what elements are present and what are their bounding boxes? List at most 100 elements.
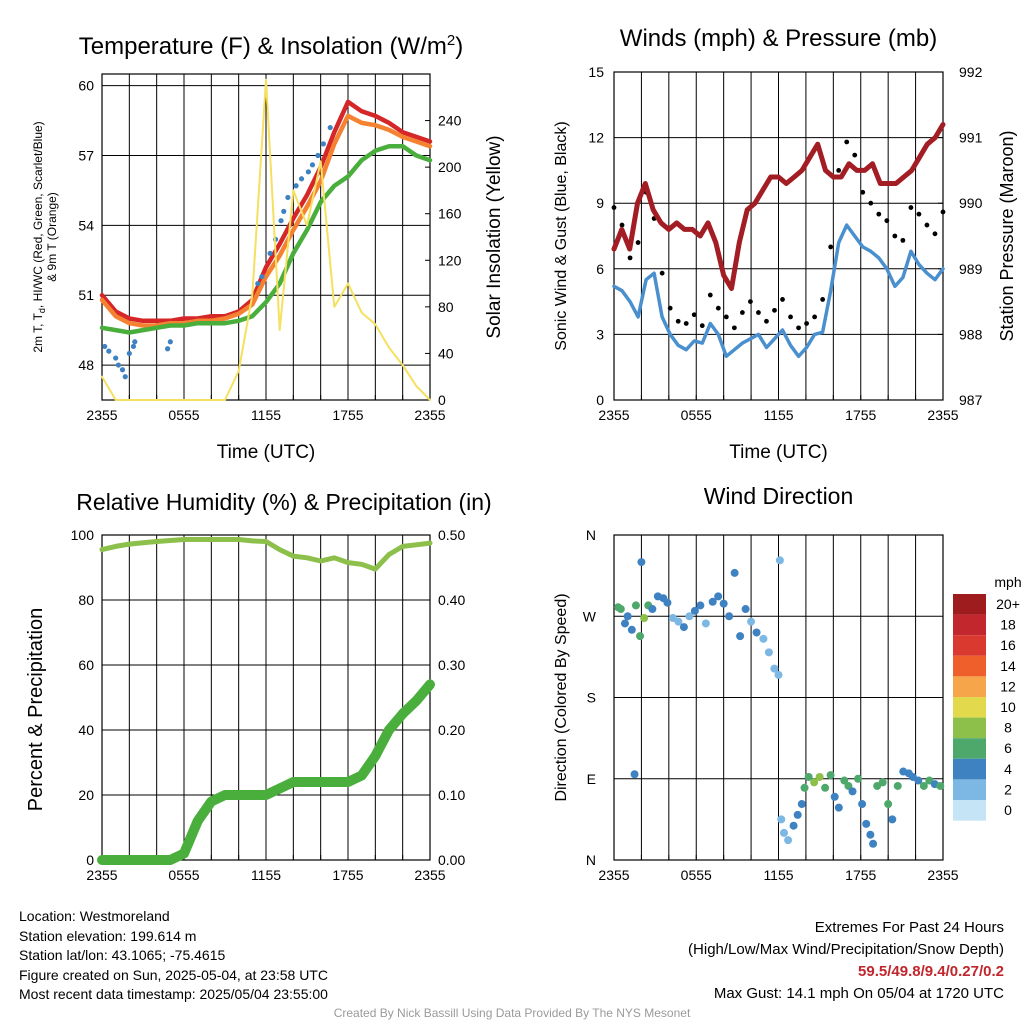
legend-label: 12 xyxy=(1000,678,1016,694)
legend-swatch xyxy=(953,635,986,656)
direction-point xyxy=(770,664,779,673)
y-left-tick-label: 20 xyxy=(78,787,94,803)
hiwc-point xyxy=(126,350,132,357)
direction-point xyxy=(862,819,871,828)
max-gust-text: Max Gust: 14.1 mph On 05/04 at 1720 UTC xyxy=(713,985,1004,1002)
legend-label: 0 xyxy=(1004,802,1012,818)
label-line: & 9m T (Orange) xyxy=(45,192,59,282)
chart-title: Relative Humidity (%) & Precipitation (i… xyxy=(76,489,491,515)
chart-title: Temperature (F) & Insolation (W/m2) xyxy=(79,32,463,60)
y-right-tick-label: 988 xyxy=(959,326,983,342)
hiwc-point xyxy=(122,374,128,380)
gust-point xyxy=(675,318,681,324)
legend-label: 6 xyxy=(1004,740,1012,756)
direction-point xyxy=(674,617,683,626)
y-left-tick-label: 6 xyxy=(596,261,604,277)
y-left-tick-label: 57 xyxy=(78,148,94,164)
title-superscript: 2 xyxy=(447,32,455,49)
gust-point xyxy=(756,310,761,315)
hiwc-point xyxy=(281,208,287,214)
y-right-tick-label: 40 xyxy=(438,345,454,361)
gust-point xyxy=(868,200,874,206)
temperature-panel: 48 51 54 57 60 0 40 80 120 160 200 240 2355 0555 1155 1… xyxy=(31,32,505,463)
direction-point xyxy=(679,623,688,632)
y-left-tick-label: 60 xyxy=(78,78,94,94)
created-text: Figure created on Sun, 2025-05-04, at 23… xyxy=(19,966,328,983)
direction-point xyxy=(869,839,878,848)
x-tick-label: 1155 xyxy=(251,407,281,423)
y-right-tick-label: 80 xyxy=(438,299,454,315)
credit-text: Created By Nick Bassill Using Data Provi… xyxy=(333,1006,691,1020)
x-tick-label: 2355 xyxy=(86,867,117,883)
direction-point xyxy=(616,605,625,614)
legend-label: 10 xyxy=(1000,699,1016,715)
hiwc-point xyxy=(293,183,299,189)
direction-point xyxy=(919,781,928,790)
gust-point xyxy=(828,244,834,250)
gust-point xyxy=(715,305,721,311)
gust-point xyxy=(772,307,777,313)
direction-point xyxy=(789,821,798,830)
direction-point xyxy=(840,776,849,785)
direction-point xyxy=(759,634,768,643)
x-tick-label: 0555 xyxy=(168,867,199,883)
recent-text: Most recent data timestamp: 2025/05/04 2… xyxy=(19,986,328,1002)
legend-swatch xyxy=(953,676,986,697)
hiwc-point xyxy=(130,343,137,350)
direction-point xyxy=(854,774,863,783)
direction-point xyxy=(888,815,897,824)
y-right-tick-label: 0.20 xyxy=(438,722,465,738)
gust-point xyxy=(836,168,842,173)
gust-point xyxy=(924,222,930,228)
direction-point xyxy=(784,836,793,845)
gust-point xyxy=(852,152,858,158)
direction-point xyxy=(858,800,867,809)
direction-point xyxy=(719,599,728,608)
direction-point xyxy=(620,619,629,628)
hiwc-point xyxy=(309,162,316,168)
direction-point xyxy=(764,648,773,657)
gust-point xyxy=(908,205,914,210)
y-right-axis-label: Station Pressure (Maroon) xyxy=(997,130,1017,341)
x-tick-label: 1755 xyxy=(332,407,363,423)
direction-point xyxy=(663,598,672,607)
station-info: Location: Westmoreland Station elevation… xyxy=(19,907,328,1005)
hiwc-point xyxy=(132,339,138,345)
x-tick-label: 2355 xyxy=(598,867,629,883)
direction-point xyxy=(866,830,875,839)
direction-point xyxy=(631,601,640,610)
y-right-tick-label: 200 xyxy=(438,159,462,175)
legend-swatch xyxy=(953,717,986,739)
series-sonic-wind xyxy=(612,223,945,359)
y-right-tick-label: 989 xyxy=(959,261,983,277)
x-tick-label: 1155 xyxy=(251,867,281,883)
y-right-tick-label: 0.40 xyxy=(438,592,465,608)
gust-point xyxy=(723,314,729,320)
x-tick-label: 2355 xyxy=(414,867,445,883)
direction-point xyxy=(793,810,802,819)
gust-point xyxy=(884,218,890,224)
gust-point xyxy=(780,297,785,302)
x-axis-label: Time (UTC) xyxy=(217,442,316,463)
gust-point xyxy=(699,323,705,329)
direction-point xyxy=(884,800,893,809)
hiwc-point xyxy=(278,218,284,224)
speed-legend: mph 20+ 18 16 14 12 10 8 6 4 2 0 xyxy=(953,574,1022,821)
gust-point xyxy=(796,325,801,331)
y-axis-label: Direction (Colored By Speed) xyxy=(553,593,570,801)
y-left-tick-label: 80 xyxy=(78,592,94,608)
plot-frame xyxy=(613,534,944,861)
legend-title: mph xyxy=(994,574,1021,590)
direction-point xyxy=(797,800,806,809)
y-left-tick-label: 9 xyxy=(596,195,604,211)
y-tick-label: N xyxy=(586,527,596,543)
chart-title: Wind Direction xyxy=(704,483,854,509)
gust-point xyxy=(788,314,793,320)
gust-point xyxy=(804,321,809,326)
x-tick-label: 0555 xyxy=(168,407,199,423)
x-tick-label: 2355 xyxy=(414,407,445,423)
x-tick-label: 1755 xyxy=(332,867,363,883)
y-left-tick-label: 48 xyxy=(78,357,94,373)
legend-label: 4 xyxy=(1004,761,1012,777)
